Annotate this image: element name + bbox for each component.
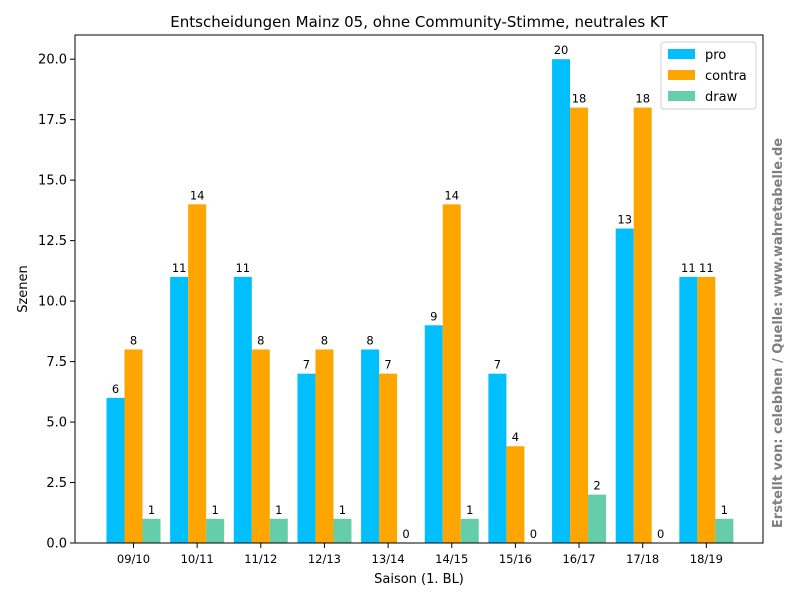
x-tick-label: 16/17 [562, 552, 595, 566]
x-tick-label: 12/13 [308, 552, 341, 566]
bar-pro [233, 276, 252, 543]
bar-draw [206, 518, 225, 543]
x-tick-label: 10/11 [181, 552, 214, 566]
bar-contra [697, 276, 716, 543]
y-tick-label: 2.5 [46, 476, 67, 491]
bar-contra [188, 204, 207, 544]
bar-draw [715, 518, 734, 543]
y-tick-label: 17.5 [38, 113, 67, 128]
bar-value-label: 1 [721, 503, 728, 517]
legend-swatch-pro [668, 49, 695, 59]
bar-value-label: 11 [699, 261, 714, 275]
legend: pro contra draw [660, 41, 757, 110]
bar-value-label: 1 [339, 503, 346, 517]
bar-value-label: 11 [235, 261, 250, 275]
bar-value-label: 0 [530, 527, 537, 541]
bar-value-label: 7 [384, 358, 391, 372]
bar-value-label: 13 [617, 213, 632, 227]
bar-value-label: 8 [321, 333, 328, 347]
bar-value-label: 18 [635, 92, 650, 106]
x-tick-label: 18/19 [690, 552, 723, 566]
bar-contra [570, 107, 589, 544]
y-tick-label: 12.5 [38, 234, 67, 249]
legend-swatch-contra [668, 70, 695, 80]
bar-value-label: 9 [430, 309, 437, 323]
bar-draw [333, 518, 352, 543]
bar-value-label: 0 [402, 527, 409, 541]
bar-value-label: 6 [112, 382, 119, 396]
x-axis-label: Saison (1. BL) [374, 572, 464, 587]
legend-label-draw: draw [705, 90, 738, 105]
bar-value-label: 14 [444, 188, 459, 202]
bar-value-label: 8 [366, 333, 373, 347]
bar-pro [297, 373, 316, 543]
bar-pro [615, 228, 634, 543]
legend-label-pro: pro [705, 48, 726, 63]
chart-title: Entscheidungen Mainz 05, ohne Community-… [170, 13, 668, 31]
bar-pro [361, 349, 380, 543]
bar-pro [424, 325, 443, 543]
y-tick-label: 5.0 [46, 416, 67, 431]
y-tick-label: 0.0 [46, 537, 67, 552]
bar-contra [251, 349, 270, 543]
bar-value-label: 1 [275, 503, 282, 517]
bar-pro [552, 59, 571, 543]
bar-contra [124, 349, 143, 543]
y-tick-label: 10.0 [38, 295, 67, 310]
legend-label-contra: contra [705, 69, 747, 84]
bar-contra [379, 373, 398, 543]
bar-value-label: 4 [512, 430, 519, 444]
x-tick-label: 09/10 [117, 552, 150, 566]
y-tick-label: 20.0 [38, 53, 67, 68]
bar-pro [106, 397, 125, 543]
bar-value-label: 1 [211, 503, 218, 517]
bar-value-label: 2 [593, 479, 600, 493]
bar-value-label: 1 [148, 503, 155, 517]
bar-value-label: 11 [681, 261, 696, 275]
bar-value-label: 8 [257, 333, 264, 347]
x-tick-label: 11/12 [244, 552, 277, 566]
bar-value-label: 8 [130, 333, 137, 347]
x-tick-label: 14/15 [435, 552, 468, 566]
x-tick-label: 13/14 [372, 552, 405, 566]
bar-value-label: 14 [190, 188, 205, 202]
bar-value-label: 0 [657, 527, 664, 541]
y-tick-label: 15.0 [38, 174, 67, 189]
bar-value-label: 1 [466, 503, 473, 517]
y-axis-label: Szenen [16, 265, 31, 313]
bar-value-label: 11 [172, 261, 187, 275]
bar-contra [506, 446, 525, 543]
bar-value-label: 18 [572, 92, 587, 106]
bar-value-label: 20 [554, 43, 569, 57]
bar-draw [142, 518, 161, 543]
bar-contra [633, 107, 652, 544]
bar-contra [442, 204, 461, 544]
x-tick-label: 15/16 [499, 552, 532, 566]
source-credit-text: Erstellt von: celebhen / Quelle: www.wah… [771, 138, 786, 528]
bar-value-label: 7 [494, 358, 501, 372]
bar-draw [460, 518, 479, 543]
bar-contra [315, 349, 334, 543]
legend-swatch-draw [668, 91, 695, 101]
bar-pro [679, 276, 698, 543]
y-tick-label: 7.5 [46, 355, 67, 370]
x-tick-label: 17/18 [626, 552, 659, 566]
bar-draw [269, 518, 288, 543]
bar-value-label: 7 [303, 358, 310, 372]
bar-draw [588, 494, 607, 543]
bar-pro [488, 373, 507, 543]
bar-pro [170, 276, 189, 543]
plot-frame [74, 34, 764, 544]
